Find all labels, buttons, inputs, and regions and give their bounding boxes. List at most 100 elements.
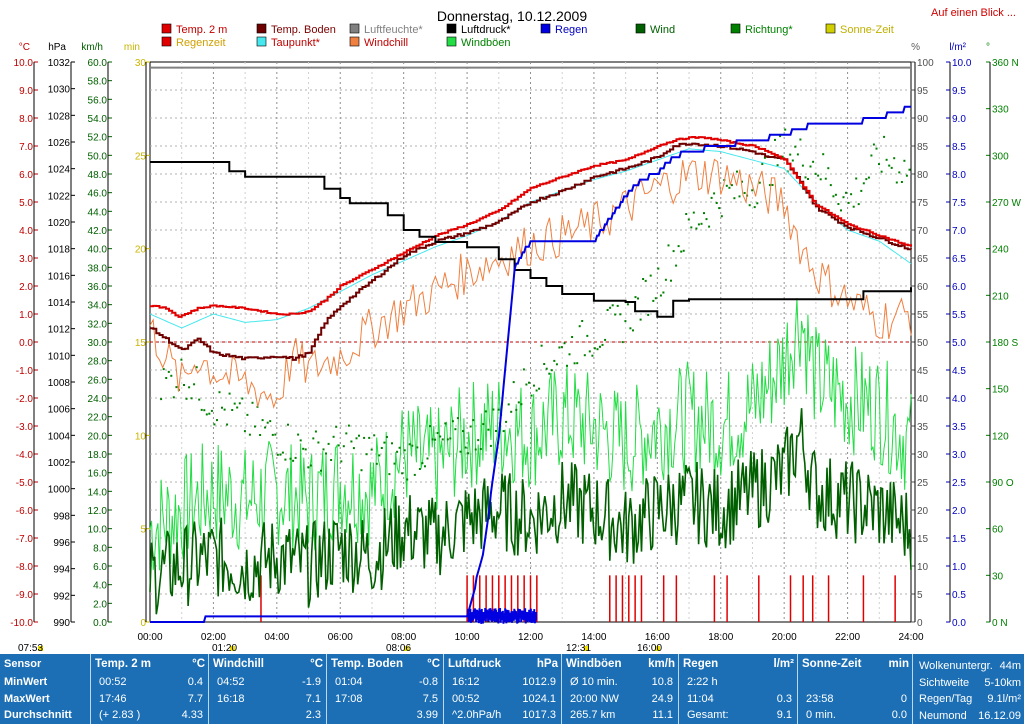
direction-point — [388, 473, 391, 476]
direction-point — [198, 398, 201, 401]
temp-tick-label: 6.0 — [19, 170, 33, 181]
direction-point — [378, 454, 381, 457]
temp-tick-label: -8.0 — [16, 562, 34, 573]
direction-point — [624, 320, 627, 323]
direction-point — [809, 165, 812, 168]
direction-point — [380, 447, 383, 449]
percent-tick-label: 20 — [917, 506, 929, 517]
direction-point — [819, 178, 822, 181]
direction-point — [393, 462, 396, 465]
rain-tick-label: 10.0 — [952, 58, 972, 69]
direction-point — [355, 437, 358, 440]
info-value: 9.1l/m² — [987, 693, 1021, 705]
direction-point — [715, 202, 718, 204]
wind-tick-label: 44.0 — [88, 207, 108, 218]
direction-point — [426, 457, 429, 460]
stats-row-time: 11:04 — [687, 692, 714, 705]
stats-row-value: 0 — [900, 692, 907, 705]
direction-point — [512, 381, 515, 384]
rain-intensity-bar — [517, 613, 520, 622]
direction-point — [325, 452, 327, 455]
wind-tick-label: 4.0 — [93, 581, 107, 592]
stats-row-time: 17:46 — [99, 692, 127, 705]
info-row: Sichtweite 5-10km — [913, 677, 1024, 693]
pressure-tick-label: 1010 — [48, 351, 71, 362]
wind-tick-label: 58.0 — [88, 77, 108, 88]
direction-point — [738, 195, 741, 198]
rain-intensity-bar — [492, 612, 495, 621]
rain-tick-label: 0.5 — [952, 590, 966, 601]
temp-tick-label: 7.0 — [19, 142, 33, 153]
direction-point — [667, 244, 670, 247]
direction-point — [609, 306, 612, 309]
time-tick-label: 14:00 — [581, 632, 606, 643]
label-max: MaxWert — [4, 693, 50, 705]
direction-point — [632, 329, 634, 332]
stats-row: 00:52 1024.1 — [444, 693, 562, 709]
direction-point — [337, 444, 340, 447]
legend-label: Regen — [555, 24, 587, 36]
stats-temp: Temp. 2 m °C 00:52 0.4 17:46 7.7 (+ 2.83 ) 4.33 — [90, 654, 209, 724]
statistics-panel: Sensor MinWert MaxWert Durchschnitt Temp… — [0, 654, 1024, 724]
direction-point — [893, 157, 896, 160]
minutes-tick-label: 5 — [140, 525, 146, 536]
stats-row: 2.3 — [209, 709, 327, 725]
stats-row: 01:04 -0.8 — [327, 676, 444, 692]
stats-row: (+ 2.83 ) 4.33 — [91, 709, 209, 725]
percent-tick-label: 90 — [917, 114, 929, 125]
direction-point — [903, 159, 906, 162]
temp-tick-label: -2.0 — [16, 394, 34, 405]
time-tick-label: 20:00 — [772, 632, 797, 643]
label-sensor: Sensor — [4, 658, 42, 670]
stats-header: Temp. Boden — [331, 658, 403, 670]
direction-point — [614, 313, 617, 316]
stats-row-time: 04:52 — [217, 676, 245, 688]
rain-intensity-bar — [505, 615, 508, 624]
info-label: Sichtweite — [919, 676, 970, 689]
direction-point — [771, 184, 774, 186]
direction-point — [639, 318, 642, 321]
time-tick-label: 06:00 — [328, 632, 353, 643]
direction-point — [682, 249, 685, 252]
direction-point — [862, 182, 865, 185]
direction-point — [304, 448, 307, 451]
direction-point — [294, 456, 297, 459]
direction-point — [713, 192, 716, 195]
stats-row-time: Gesamt: — [687, 709, 729, 721]
wind-tick-label: 26.0 — [88, 375, 108, 386]
stats-header: Sonne-Zeit — [802, 658, 862, 670]
stats-row-time: 16:18 — [217, 692, 245, 705]
pressure-tick-label: 1030 — [48, 85, 71, 96]
percent-tick-label: 55 — [917, 310, 929, 321]
stats-row-time: 17:08 — [335, 692, 363, 705]
direction-point — [213, 423, 216, 426]
label-min: MinWert — [4, 676, 48, 688]
direction-point — [657, 267, 660, 270]
direction-point — [243, 430, 246, 433]
direction-tick-label: 120 — [992, 431, 1009, 442]
direction-point — [484, 410, 487, 413]
direction-point — [383, 441, 386, 444]
sun-time-label: 08:06 — [386, 643, 411, 654]
direction-point — [406, 478, 409, 481]
direction-point — [578, 325, 581, 328]
label-avg: Durchschnitt — [4, 709, 72, 721]
stats-row-value: 1012.9 — [522, 676, 556, 688]
rain-tick-label: 6.5 — [952, 254, 966, 265]
direction-point — [875, 147, 878, 150]
wind-tick-label: 10.0 — [88, 525, 108, 536]
overview-link[interactable]: Auf einen Blick ... — [931, 7, 1016, 19]
stats-row: 23:58 0 — [798, 693, 913, 709]
rain-tick-label: 6.0 — [952, 282, 966, 293]
direction-point — [867, 176, 870, 179]
stats-header: Luftdruck — [448, 658, 502, 670]
pressure-tick-label: 1008 — [48, 378, 71, 389]
direction-point — [768, 184, 771, 187]
pressure-tick-label: 992 — [53, 591, 70, 602]
direction-point — [908, 168, 911, 171]
direction-point — [444, 422, 447, 425]
direction-point — [545, 367, 548, 370]
direction-point — [865, 178, 868, 181]
wind-tick-label: 20.0 — [88, 431, 108, 442]
direction-point — [611, 304, 614, 307]
